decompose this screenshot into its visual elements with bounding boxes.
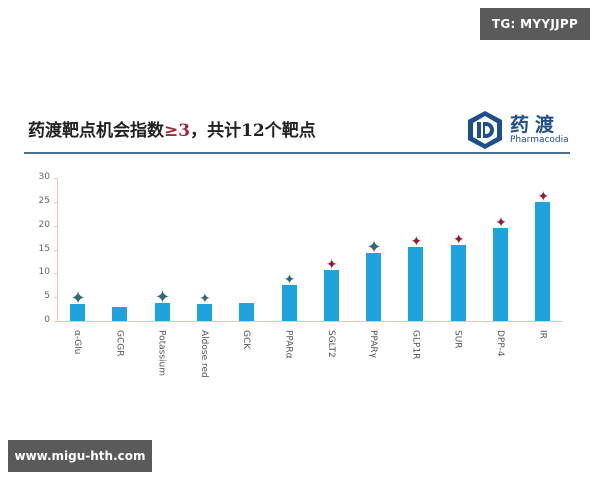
logo-cn-text: 药渡: [510, 114, 561, 136]
x-tick-label: IR: [537, 330, 548, 339]
bar-gck: [239, 302, 255, 321]
teal-star-marker-icon: ✦: [366, 236, 382, 258]
x-tick-label: SGLT2: [325, 330, 336, 358]
y-tick-mark: [54, 273, 57, 275]
red-star-marker-icon: ✦: [495, 215, 507, 232]
y-tick-label: 15: [38, 243, 50, 254]
y-tick-label: 10: [38, 267, 50, 278]
teal-star-marker-icon: ✦: [155, 287, 171, 309]
x-tick-label: DPP-4: [495, 330, 505, 357]
red-star-marker-icon: ✦: [325, 256, 338, 273]
bar-glp1r: [408, 247, 424, 321]
bar-potassium: [154, 303, 170, 321]
bar-ppar-: [281, 285, 297, 321]
y-tick-mark: [54, 249, 57, 251]
red-star-marker-icon: ✦: [537, 188, 550, 205]
bar-ir: [535, 201, 551, 321]
title-suffix: ，共计12个靶点: [190, 121, 316, 141]
y-tick-mark: [54, 225, 57, 227]
y-tick-mark: [54, 321, 57, 322]
y-tick-label: 25: [38, 195, 50, 206]
title-divider: [24, 152, 570, 154]
title-accent: ≥3: [164, 121, 191, 141]
y-tick-label: 0: [44, 315, 50, 325]
x-tick-label: Aldose red: [198, 330, 209, 378]
y-tick-mark: [54, 178, 57, 179]
teal-star-marker-icon: ✦: [70, 288, 86, 310]
bar-chart: 0 5 10 15 20 25 30 ✦ α-Glu GCGR ✦ Potassium ✦ Aldose …: [0, 160, 600, 390]
x-tick-label: GCK: [241, 330, 252, 350]
y-tick-mark: [54, 297, 57, 299]
bar-aldose-red: [196, 303, 212, 321]
title-prefix: 药渡靶点机会指数: [28, 121, 164, 141]
bar-dpp-4: [493, 228, 508, 321]
x-axis: [57, 321, 563, 322]
x-tick-label: GCGR: [114, 330, 125, 357]
bar-gcgr: [112, 306, 128, 321]
red-star-marker-icon: ✦: [410, 234, 423, 251]
x-tick-label: PPARα: [283, 330, 294, 359]
y-tick-label: 20: [38, 219, 50, 230]
y-tick-label: 5: [44, 291, 50, 302]
teal-star-marker-icon: ✦: [283, 272, 296, 289]
teal-star-marker-icon: ✦: [199, 290, 211, 307]
x-tick-label: SUR: [452, 330, 463, 349]
url-watermark: www.migu-hth.com: [8, 440, 152, 472]
bar-sur: [450, 244, 466, 321]
y-tick-mark: [54, 201, 57, 203]
bar-sglt2: [323, 269, 339, 321]
tg-watermark: TG: MYYJJPP: [480, 8, 590, 40]
bar--glu: [70, 304, 85, 321]
pharmacodia-d-logo-icon: [468, 111, 502, 149]
bar-ppar-: [366, 252, 382, 321]
logo-en-text: Pharmacodia: [510, 135, 569, 145]
x-tick-label: α-Glu: [72, 330, 82, 355]
x-tick-label: PPARγ: [368, 330, 379, 359]
y-axis: [57, 178, 58, 321]
x-tick-label: GLP1R: [410, 330, 421, 360]
slide-title: 药渡靶点机会指数≥3，共计12个靶点: [28, 116, 316, 141]
pharmacodia-logo: 药渡 Pharmacodia: [466, 108, 586, 152]
red-star-marker-icon: ✦: [452, 231, 465, 248]
y-tick-label: 30: [38, 172, 50, 182]
x-tick-label: Potassium: [156, 330, 167, 377]
